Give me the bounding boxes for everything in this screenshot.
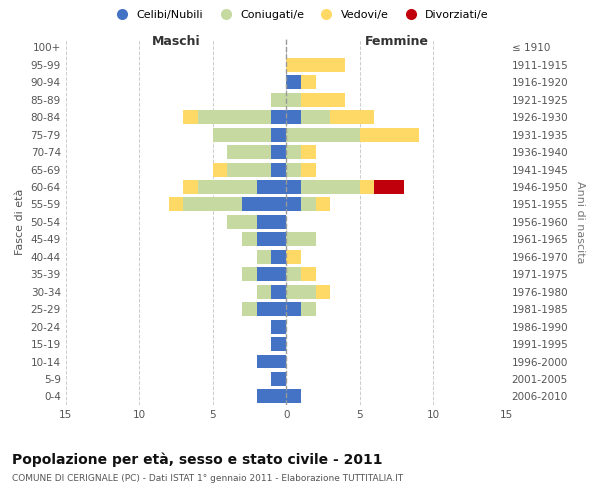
Bar	[286, 268, 301, 281]
Bar	[286, 390, 301, 404]
Bar	[257, 284, 271, 298]
Bar	[301, 198, 316, 211]
Bar	[212, 128, 271, 141]
Bar	[227, 215, 257, 229]
Bar	[257, 250, 271, 264]
Bar	[331, 110, 374, 124]
Text: Femmine: Femmine	[364, 35, 428, 48]
Legend: Celibi/Nubili, Coniugati/e, Vedovi/e, Divorziati/e: Celibi/Nubili, Coniugati/e, Vedovi/e, Di…	[107, 6, 493, 25]
Bar	[271, 250, 286, 264]
Bar	[301, 180, 360, 194]
Bar	[212, 162, 227, 176]
Bar	[271, 110, 286, 124]
Bar	[286, 110, 301, 124]
Bar	[169, 198, 183, 211]
Bar	[198, 110, 271, 124]
Bar	[286, 128, 360, 141]
Bar	[242, 302, 257, 316]
Bar	[286, 284, 316, 298]
Bar	[257, 302, 286, 316]
Bar	[271, 128, 286, 141]
Bar	[242, 268, 257, 281]
Bar	[271, 162, 286, 176]
Bar	[257, 232, 286, 246]
Bar	[271, 93, 286, 106]
Bar	[286, 180, 301, 194]
Bar	[301, 268, 316, 281]
Text: Maschi: Maschi	[152, 35, 200, 48]
Bar	[286, 162, 301, 176]
Bar	[374, 180, 404, 194]
Bar	[183, 180, 198, 194]
Text: COMUNE DI CERIGNALE (PC) - Dati ISTAT 1° gennaio 2011 - Elaborazione TUTTITALIA.: COMUNE DI CERIGNALE (PC) - Dati ISTAT 1°…	[12, 474, 403, 483]
Bar	[271, 145, 286, 159]
Bar	[271, 372, 286, 386]
Bar	[301, 302, 316, 316]
Text: Popolazione per età, sesso e stato civile - 2011: Popolazione per età, sesso e stato civil…	[12, 452, 383, 467]
Bar	[242, 232, 257, 246]
Bar	[227, 162, 271, 176]
Bar	[257, 390, 286, 404]
Bar	[271, 284, 286, 298]
Bar	[286, 302, 301, 316]
Bar	[301, 162, 316, 176]
Y-axis label: Fasce di età: Fasce di età	[15, 188, 25, 255]
Bar	[301, 110, 331, 124]
Bar	[286, 232, 316, 246]
Y-axis label: Anni di nascita: Anni di nascita	[575, 180, 585, 263]
Bar	[286, 58, 345, 72]
Bar	[360, 180, 374, 194]
Bar	[286, 250, 301, 264]
Bar	[316, 198, 331, 211]
Bar	[286, 145, 301, 159]
Bar	[301, 76, 316, 90]
Bar	[183, 110, 198, 124]
Bar	[271, 320, 286, 334]
Bar	[257, 268, 286, 281]
Bar	[257, 180, 286, 194]
Bar	[286, 93, 301, 106]
Bar	[257, 354, 286, 368]
Bar	[286, 198, 301, 211]
Bar	[271, 337, 286, 351]
Bar	[301, 145, 316, 159]
Bar	[257, 215, 286, 229]
Bar	[316, 284, 331, 298]
Bar	[360, 128, 419, 141]
Bar	[301, 93, 345, 106]
Bar	[242, 198, 286, 211]
Bar	[227, 145, 271, 159]
Bar	[198, 180, 257, 194]
Bar	[183, 198, 242, 211]
Bar	[286, 76, 301, 90]
